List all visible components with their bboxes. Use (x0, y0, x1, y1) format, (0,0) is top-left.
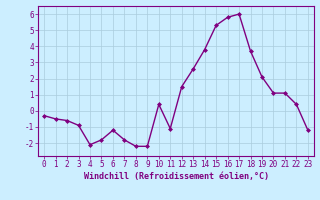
X-axis label: Windchill (Refroidissement éolien,°C): Windchill (Refroidissement éolien,°C) (84, 172, 268, 181)
